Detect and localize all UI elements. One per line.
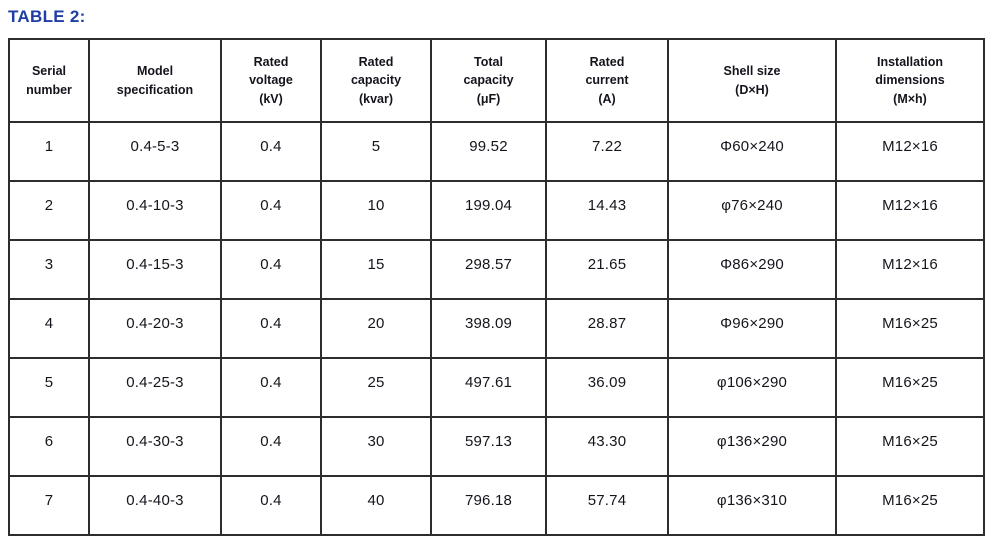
- table-body: 1 0.4-5-3 0.4 5 99.52 7.22 Φ60×240 M12×16 2 0.4-1…: [8, 121, 985, 536]
- cell-serial-number: 2: [8, 180, 90, 241]
- cell-model-specification: 0.4-15-3: [88, 239, 222, 300]
- cell-total-capacity: 199.04: [430, 180, 547, 241]
- cell-total-capacity: 597.13: [430, 416, 547, 477]
- cell-serial-number: 3: [8, 239, 90, 300]
- table-row: 4 0.4-20-3 0.4 20 398.09 28.87 Φ96×290 M16×25: [8, 298, 985, 359]
- cell-total-capacity: 796.18: [430, 475, 547, 536]
- column-header-serial-number: Serial number: [8, 38, 90, 123]
- header-row: Serial number Model specification Rated vo…: [8, 38, 985, 123]
- cell-installation-dimensions: M16×25: [835, 475, 985, 536]
- cell-model-specification: 0.4-25-3: [88, 357, 222, 418]
- table-row: 6 0.4-30-3 0.4 30 597.13 43.30 φ136×290 M16×25: [8, 416, 985, 477]
- cell-serial-number: 7: [8, 475, 90, 536]
- cell-model-specification: 0.4-30-3: [88, 416, 222, 477]
- table-row: 3 0.4-15-3 0.4 15 298.57 21.65 Φ86×290 M12×16: [8, 239, 985, 300]
- cell-installation-dimensions: M16×25: [835, 298, 985, 359]
- cell-rated-voltage: 0.4: [220, 416, 322, 477]
- cell-shell-size: φ106×290: [667, 357, 837, 418]
- cell-rated-voltage: 0.4: [220, 475, 322, 536]
- cell-rated-capacity: 25: [320, 357, 432, 418]
- column-header-rated-voltage: Rated voltage (kV): [220, 38, 322, 123]
- cell-serial-number: 1: [8, 121, 90, 182]
- cell-total-capacity: 398.09: [430, 298, 547, 359]
- cell-rated-current: 7.22: [545, 121, 669, 182]
- cell-total-capacity: 298.57: [430, 239, 547, 300]
- column-header-rated-current: Rated current (A): [545, 38, 669, 123]
- cell-installation-dimensions: M12×16: [835, 239, 985, 300]
- cell-rated-current: 28.87: [545, 298, 669, 359]
- cell-rated-capacity: 30: [320, 416, 432, 477]
- column-header-installation-dimensions: Installation dimensions (M×h): [835, 38, 985, 123]
- cell-rated-capacity: 5: [320, 121, 432, 182]
- cell-installation-dimensions: M16×25: [835, 357, 985, 418]
- column-header-model-specification: Model specification: [88, 38, 222, 123]
- capacitor-spec-table: Serial number Model specification Rated vo…: [8, 38, 985, 536]
- cell-rated-voltage: 0.4: [220, 239, 322, 300]
- cell-model-specification: 0.4-20-3: [88, 298, 222, 359]
- cell-model-specification: 0.4-10-3: [88, 180, 222, 241]
- cell-rated-voltage: 0.4: [220, 121, 322, 182]
- table-row: 7 0.4-40-3 0.4 40 796.18 57.74 φ136×310 M16×25: [8, 475, 985, 536]
- cell-serial-number: 6: [8, 416, 90, 477]
- cell-installation-dimensions: M12×16: [835, 180, 985, 241]
- cell-shell-size: Φ60×240: [667, 121, 837, 182]
- cell-shell-size: φ136×310: [667, 475, 837, 536]
- cell-rated-current: 43.30: [545, 416, 669, 477]
- cell-rated-voltage: 0.4: [220, 298, 322, 359]
- cell-serial-number: 4: [8, 298, 90, 359]
- cell-rated-current: 14.43: [545, 180, 669, 241]
- table-row: 1 0.4-5-3 0.4 5 99.52 7.22 Φ60×240 M12×16: [8, 121, 985, 182]
- cell-rated-voltage: 0.4: [220, 357, 322, 418]
- cell-rated-capacity: 15: [320, 239, 432, 300]
- cell-rated-current: 36.09: [545, 357, 669, 418]
- cell-model-specification: 0.4-40-3: [88, 475, 222, 536]
- cell-rated-capacity: 40: [320, 475, 432, 536]
- cell-total-capacity: 99.52: [430, 121, 547, 182]
- cell-rated-current: 57.74: [545, 475, 669, 536]
- column-header-rated-capacity: Rated capacity (kvar): [320, 38, 432, 123]
- cell-rated-current: 21.65: [545, 239, 669, 300]
- cell-serial-number: 5: [8, 357, 90, 418]
- cell-installation-dimensions: M12×16: [835, 121, 985, 182]
- table-row: 5 0.4-25-3 0.4 25 497.61 36.09 φ106×290 M16×25: [8, 357, 985, 418]
- table-header: Serial number Model specification Rated vo…: [8, 38, 985, 123]
- column-header-shell-size: Shell size (D×H): [667, 38, 837, 123]
- cell-shell-size: φ76×240: [667, 180, 837, 241]
- cell-model-specification: 0.4-5-3: [88, 121, 222, 182]
- cell-total-capacity: 497.61: [430, 357, 547, 418]
- table-title: TABLE 2:: [8, 7, 86, 26]
- cell-shell-size: Φ86×290: [667, 239, 837, 300]
- column-header-total-capacity: Total capacity (μF): [430, 38, 547, 123]
- cell-rated-voltage: 0.4: [220, 180, 322, 241]
- cell-shell-size: φ136×290: [667, 416, 837, 477]
- cell-rated-capacity: 10: [320, 180, 432, 241]
- cell-installation-dimensions: M16×25: [835, 416, 985, 477]
- table-row: 2 0.4-10-3 0.4 10 199.04 14.43 φ76×240 M12×16: [8, 180, 985, 241]
- cell-shell-size: Φ96×290: [667, 298, 837, 359]
- cell-rated-capacity: 20: [320, 298, 432, 359]
